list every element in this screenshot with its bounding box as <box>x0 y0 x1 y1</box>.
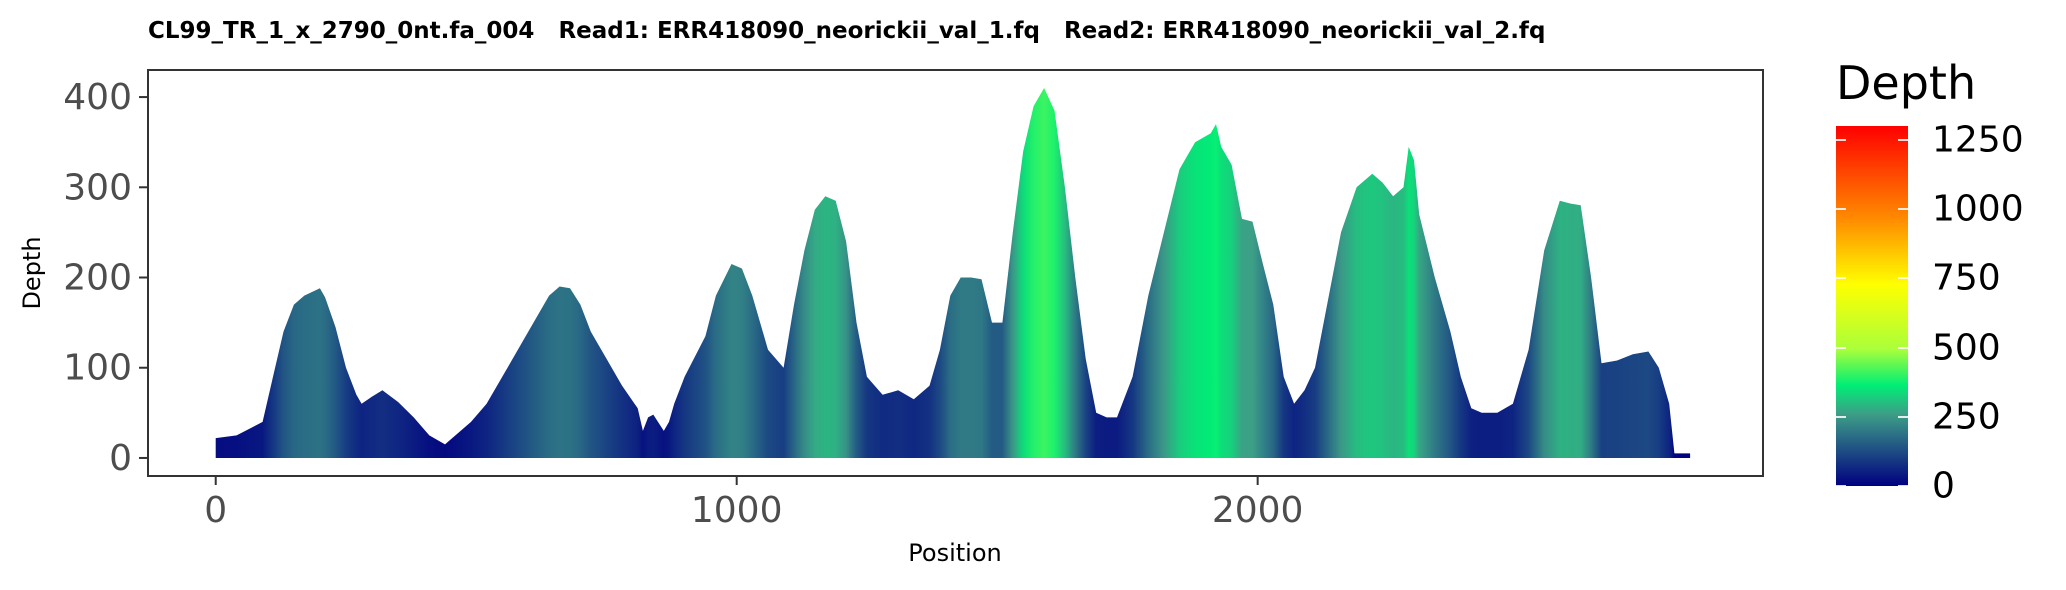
legend-title: Depth <box>1836 56 1977 110</box>
legend-tick-left <box>1836 138 1846 141</box>
x-axis-label: Position <box>908 539 1001 567</box>
legend-tick-label: 0 <box>1932 465 1955 507</box>
y-axis-tick-label: 200 <box>63 258 132 299</box>
legend-tick-left <box>1836 415 1846 418</box>
legend-tick-label: 250 <box>1932 396 2001 438</box>
legend-tick-label: 750 <box>1932 257 2001 299</box>
y-axis-tick-label: 0 <box>109 438 132 479</box>
x-axis-tick-label: 1000 <box>691 490 783 531</box>
legend-tick-left <box>1836 346 1846 349</box>
legend-tick-left <box>1836 277 1846 280</box>
legend-tick-right <box>1898 138 1908 141</box>
depth-area <box>215 88 1691 458</box>
legend-tick-right <box>1898 208 1908 211</box>
axes-layer: 0 1000 2000 0 100 200 300 400 <box>63 77 1303 531</box>
plot-panel-border <box>147 69 1764 477</box>
y-axis-tick-label: 100 <box>63 348 132 389</box>
legend-tick-right <box>1898 346 1908 349</box>
legend-tick-label: 1000 <box>1932 188 2024 230</box>
x-axis-tick-label: 0 <box>204 490 227 531</box>
legend-tick-right <box>1898 415 1908 418</box>
legend-tick-left <box>1836 208 1846 211</box>
legend-tick-right <box>1898 277 1908 280</box>
y-axis-label: Depth <box>18 236 46 309</box>
legend-tick-label: 1250 <box>1932 119 2024 161</box>
y-axis-tick-label: 400 <box>63 77 132 118</box>
legend-tick-right <box>1898 485 1908 487</box>
depth-area-layer <box>215 88 1691 458</box>
legend-tick-label: 500 <box>1932 327 2001 369</box>
x-axis-tick-label: 2000 <box>1212 490 1304 531</box>
legend-tick-left <box>1836 485 1846 487</box>
chart-title: CL99_TR_1_x_2790_0nt.fa_004 Read1: ERR41… <box>148 18 1546 44</box>
legend-colorbar <box>1836 126 1908 486</box>
y-axis-tick-label: 300 <box>63 167 132 208</box>
